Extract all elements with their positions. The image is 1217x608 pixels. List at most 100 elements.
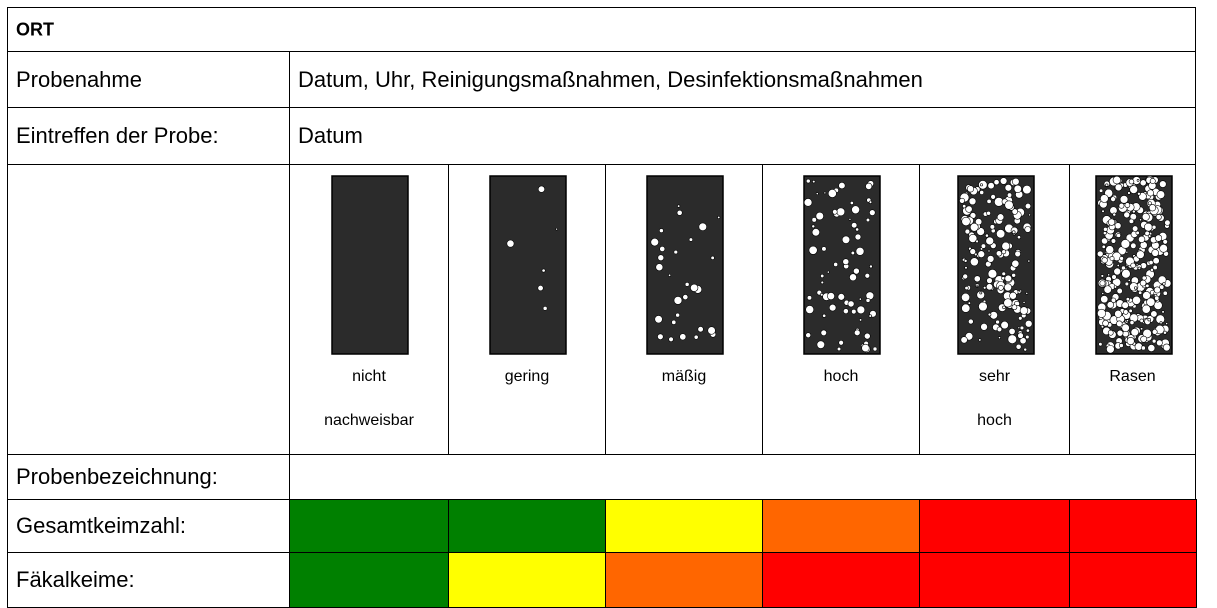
colony: [1016, 332, 1024, 339]
colony: [963, 259, 967, 263]
colony: [872, 346, 878, 352]
rating-cell: [448, 552, 607, 608]
colony: [821, 246, 827, 252]
colony: [1126, 191, 1131, 195]
colony: [1025, 328, 1030, 333]
colony: [1103, 285, 1112, 294]
colony: [1100, 325, 1104, 329]
level-text: nachweisbar: [324, 412, 414, 429]
colony: [1118, 202, 1124, 209]
colony: [1151, 329, 1158, 335]
colony-image: [803, 175, 881, 355]
colony: [806, 295, 813, 301]
row-value: Datum, Uhr, Reinigungsmaßnahmen, Desinfe…: [298, 66, 923, 92]
colony: [995, 250, 1002, 257]
colony: [1027, 213, 1031, 217]
colony: [1139, 318, 1144, 323]
colony: [1122, 211, 1130, 219]
colony: [1100, 274, 1104, 278]
label-cell: Probenbezeichnung:: [7, 454, 290, 500]
label-cell: Gesamtkeimzahl:: [7, 499, 290, 553]
colony: [811, 228, 820, 237]
colony: [1099, 295, 1108, 304]
colony: [1003, 283, 1012, 292]
rating-cell: [448, 499, 607, 553]
colony: [963, 266, 968, 270]
colony: [841, 235, 851, 244]
colony: [1096, 308, 1106, 318]
colony: [974, 239, 979, 244]
colony: [1135, 230, 1140, 235]
colony: [979, 183, 983, 187]
colony: [861, 343, 870, 353]
level-label: nicht nachweisbar: [290, 355, 448, 443]
colony: [1010, 272, 1016, 278]
colony: [1126, 337, 1135, 345]
colony: [1124, 202, 1130, 208]
colony: [1158, 244, 1168, 253]
colony: [985, 283, 993, 291]
colony: [1150, 249, 1159, 257]
colony: [1000, 320, 1009, 330]
rating-cell: [605, 552, 764, 608]
colony: [868, 314, 872, 318]
level-cell: Rasen: [1069, 164, 1196, 455]
colony: [1153, 295, 1159, 301]
colony: [657, 333, 664, 340]
plate: [331, 175, 409, 355]
colony: [1022, 301, 1025, 304]
colony: [1136, 179, 1139, 182]
colony-image: [1094, 175, 1173, 355]
colony: [654, 315, 663, 324]
colony: [1024, 202, 1031, 210]
colony: [1022, 347, 1027, 352]
colony: [838, 340, 844, 346]
colony: [1138, 218, 1142, 222]
level-label: sehr hoch: [920, 355, 1069, 443]
colony: [833, 262, 839, 267]
colony: [987, 182, 995, 190]
colony: [805, 332, 812, 339]
colony: [960, 292, 970, 302]
colony: [542, 306, 548, 311]
colony: [979, 323, 988, 331]
colony: [864, 273, 871, 279]
row-label: Probenahme: [16, 66, 142, 92]
colony: [1110, 238, 1116, 244]
colony: [869, 209, 876, 216]
colony: [856, 305, 866, 315]
colony: [710, 255, 715, 260]
colony: [986, 198, 992, 204]
colony: [869, 264, 873, 269]
colony: [537, 185, 546, 193]
colony: [1112, 175, 1121, 185]
colony: [1128, 218, 1134, 224]
colony: [1120, 301, 1129, 309]
colony: [1141, 212, 1150, 221]
colony: [1147, 201, 1152, 206]
colony-image: [956, 175, 1035, 355]
colony: [650, 237, 659, 247]
title: ORT: [16, 19, 54, 39]
colony: [1112, 267, 1121, 276]
colony: [1019, 306, 1028, 315]
level-cell: nicht nachweisbar: [289, 164, 449, 455]
colony: [1148, 260, 1154, 266]
colony: [1107, 218, 1115, 226]
colony: [975, 290, 985, 300]
value-cell: [289, 454, 1196, 500]
colony: [1151, 224, 1156, 230]
colony: [684, 282, 690, 287]
colony: [977, 338, 981, 342]
level-text: nicht: [352, 368, 386, 385]
colony: [816, 340, 825, 349]
colony: [1026, 259, 1030, 263]
colony: [838, 181, 846, 190]
rating-cell: [762, 499, 921, 553]
level-cell: gering: [448, 164, 606, 455]
colony: [1023, 226, 1031, 233]
colony: [1107, 329, 1114, 336]
colony: [832, 209, 838, 215]
colony: [1019, 325, 1024, 331]
colony: [1007, 334, 1017, 344]
